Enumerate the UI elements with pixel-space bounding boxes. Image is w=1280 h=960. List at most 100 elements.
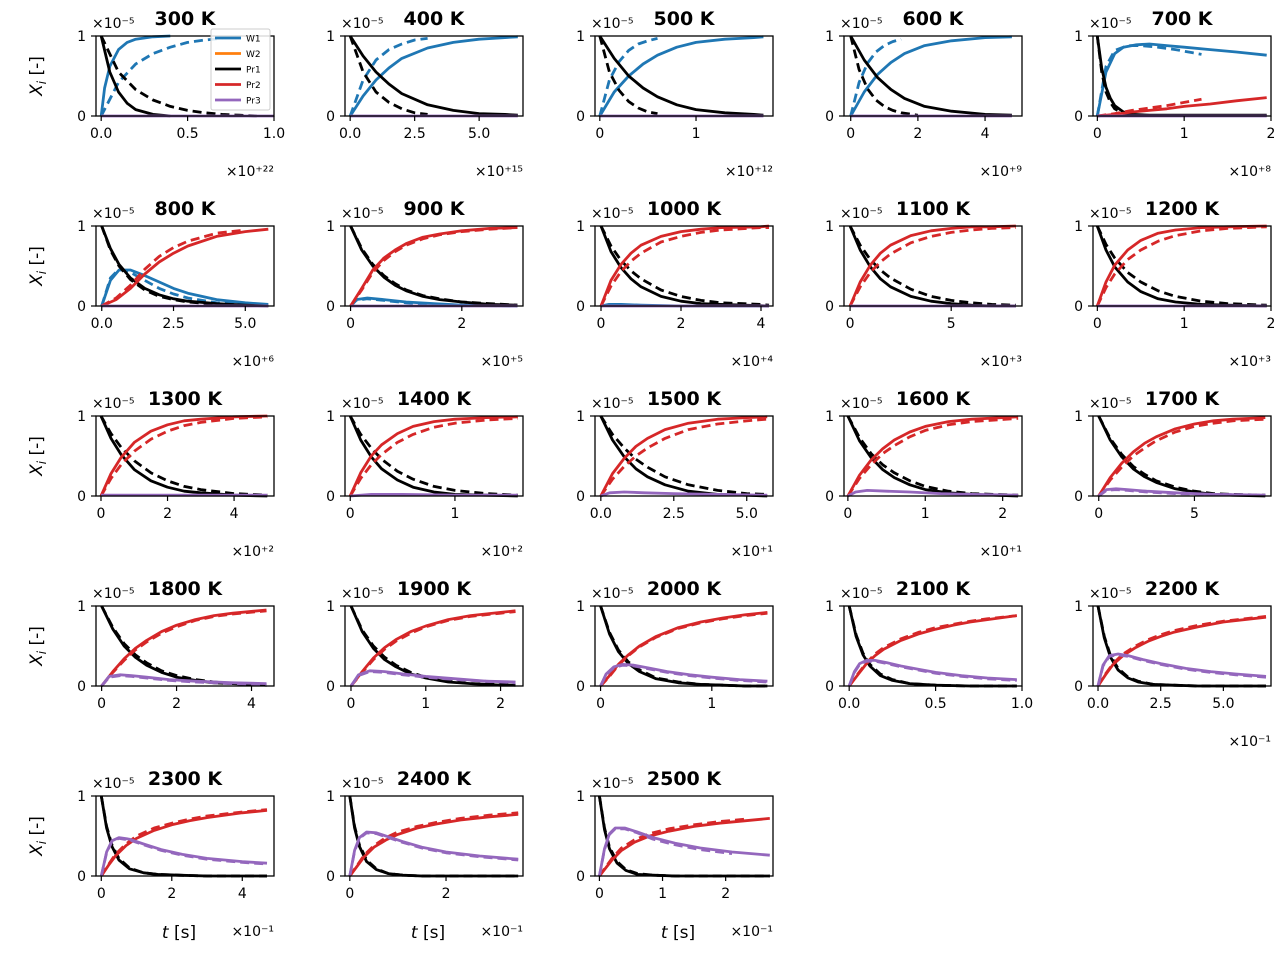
y-multiplier: ×10⁻⁵ [1089,586,1132,602]
x-tick-label: 0.0 [1087,696,1109,712]
legend-label: Pr3 [246,97,261,107]
series-group [599,415,768,498]
series-group [348,795,519,878]
subplot-title: 900 K [404,198,466,220]
axes-frame [594,415,774,497]
y-multiplier: ×10⁻⁵ [341,206,384,222]
subplot-title: 400 K [404,8,466,30]
y-tick-label: 1 [77,599,86,615]
y-tick-label: 1 [326,409,335,425]
subplot-1900-k: 0 1 2 0 1 ×10⁻⁵ 1900 K [326,578,524,712]
series-line-w1-dashed [99,37,223,117]
x-tick-label: 1 [450,506,459,522]
series-group [100,225,269,308]
series-line-pr2-dashed [1097,417,1266,497]
series-line-pr1-solid [598,795,770,878]
series-line-pr1-dashed [599,225,770,307]
series-group [1096,605,1267,688]
subplot-1200-k: 0 1 2 0 1 ×10⁻⁵ 1200 K ×10⁺³ [1074,198,1275,370]
x-axis-label: t [s] [661,923,695,943]
x-multiplier: ×10⁺² [231,544,274,560]
series-group [599,605,768,688]
series-line-pr1-dashed [599,415,768,496]
y-tick-label: 0 [77,489,86,505]
y-tick-label: 1 [576,599,585,615]
x-tick-label: 2 [167,886,176,902]
subplot-1300-k: 0 2 4 0 1 ×10⁻⁵ 1300 K ×10⁺² Xi [-] [27,388,275,560]
y-tick-label: 0 [576,489,585,505]
x-tick-label: 4 [757,316,766,332]
subplot-1500-k: 0.0 2.5 5.0 0 1 ×10⁻⁵ 1500 K ×10⁺¹ [576,388,774,560]
x-tick-label: 0 [595,126,604,142]
x-tick-label: 0.0 [91,316,113,332]
series-line-pr2-dashed [848,226,1016,307]
x-tick-label: 4 [247,696,256,712]
series-line-pr2-dashed [848,614,1017,687]
x-tick-label: 0 [843,506,852,522]
x-multiplier: ×10⁺⁹ [979,164,1022,180]
x-tick-label: 2 [721,886,730,902]
series-line-pr1-dashed [348,35,428,116]
y-tick-label: 0 [1074,109,1083,125]
subplot-title: 700 K [1152,8,1214,30]
y-tick-label: 0 [77,869,86,885]
series-line-pr3-dashed [348,831,519,877]
y-tick-label: 0 [326,679,335,695]
subplot-2000-k: 0 1 0 1 ×10⁻⁵ 2000 K [576,578,774,712]
series-line-pr1-solid [598,35,764,117]
axes-frame [594,605,774,687]
series-line-w1-solid [598,35,764,117]
series-group [348,35,518,118]
series-line-pr2-dashed [348,417,518,497]
axes-frame [1092,605,1272,687]
series-line-pr1-solid [849,35,1012,117]
y-tick-label: 1 [77,789,86,805]
x-tick-label: 2 [496,696,505,712]
x-tick-label: 0 [596,696,605,712]
subplot-900-k: 0 2 0 1 ×10⁻⁵ 900 K ×10⁺⁵ [326,198,524,370]
x-tick-label: 2 [1267,316,1276,332]
x-tick-label: 5.0 [234,316,256,332]
x-tick-label: 1 [1180,126,1189,142]
subplot-title: 1600 K [896,388,971,410]
axes-frame [95,35,275,117]
y-multiplier: ×10⁻⁵ [840,396,883,412]
x-tick-label: 2.5 [663,506,685,522]
series-line-pr2-solid [99,414,268,497]
x-tick-label: 0 [346,506,355,522]
y-multiplier: ×10⁻⁵ [341,586,384,602]
series-line-pr2-dashed [1097,97,1202,118]
x-multiplier: ×10⁺³ [979,354,1022,370]
y-tick-label: 0 [825,679,834,695]
y-axis-label: Xi [-] [27,626,49,667]
x-multiplier: ×10⁺²² [226,164,274,180]
y-tick-label: 0 [77,109,86,125]
series-line-pr1-dashed [349,225,518,307]
x-multiplier: ×10⁺¹ [730,544,773,560]
y-multiplier: ×10⁻⁵ [591,776,634,792]
x-tick-label: 5.0 [468,126,490,142]
series-line-pr1-dashed [100,605,267,687]
subplot-title: 800 K [155,198,217,220]
subplot-1800-k: 0 2 4 0 1 ×10⁻⁵ 1800 K Xi [-] [27,578,275,712]
series-line-pr1-dashed [100,225,246,307]
y-multiplier: ×10⁻⁵ [591,586,634,602]
series-line-w1-dashed [349,297,518,308]
x-tick-label: 4 [230,506,239,522]
x-tick-label: 1.0 [263,126,285,142]
subplot-1000-k: 0 2 4 0 1 ×10⁻⁵ 1000 K ×10⁺⁴ [576,198,774,370]
x-multiplier: ×10⁺¹⁵ [475,164,523,180]
y-multiplier: ×10⁻⁵ [92,396,135,412]
axes-frame [1092,415,1272,497]
y-axis-label: Xi [-] [27,56,49,97]
subplot-title: 1800 K [148,578,223,600]
x-axis-label: t [s] [162,923,196,943]
y-tick-label: 0 [77,299,86,315]
y-tick-label: 0 [1074,679,1083,695]
subplot-title: 2000 K [647,578,722,600]
x-tick-label: 0 [846,126,855,142]
axes-frame [594,35,774,117]
axes-frame [594,795,774,877]
x-tick-label: 2 [442,886,451,902]
series-line-pr2-solid [599,224,770,307]
